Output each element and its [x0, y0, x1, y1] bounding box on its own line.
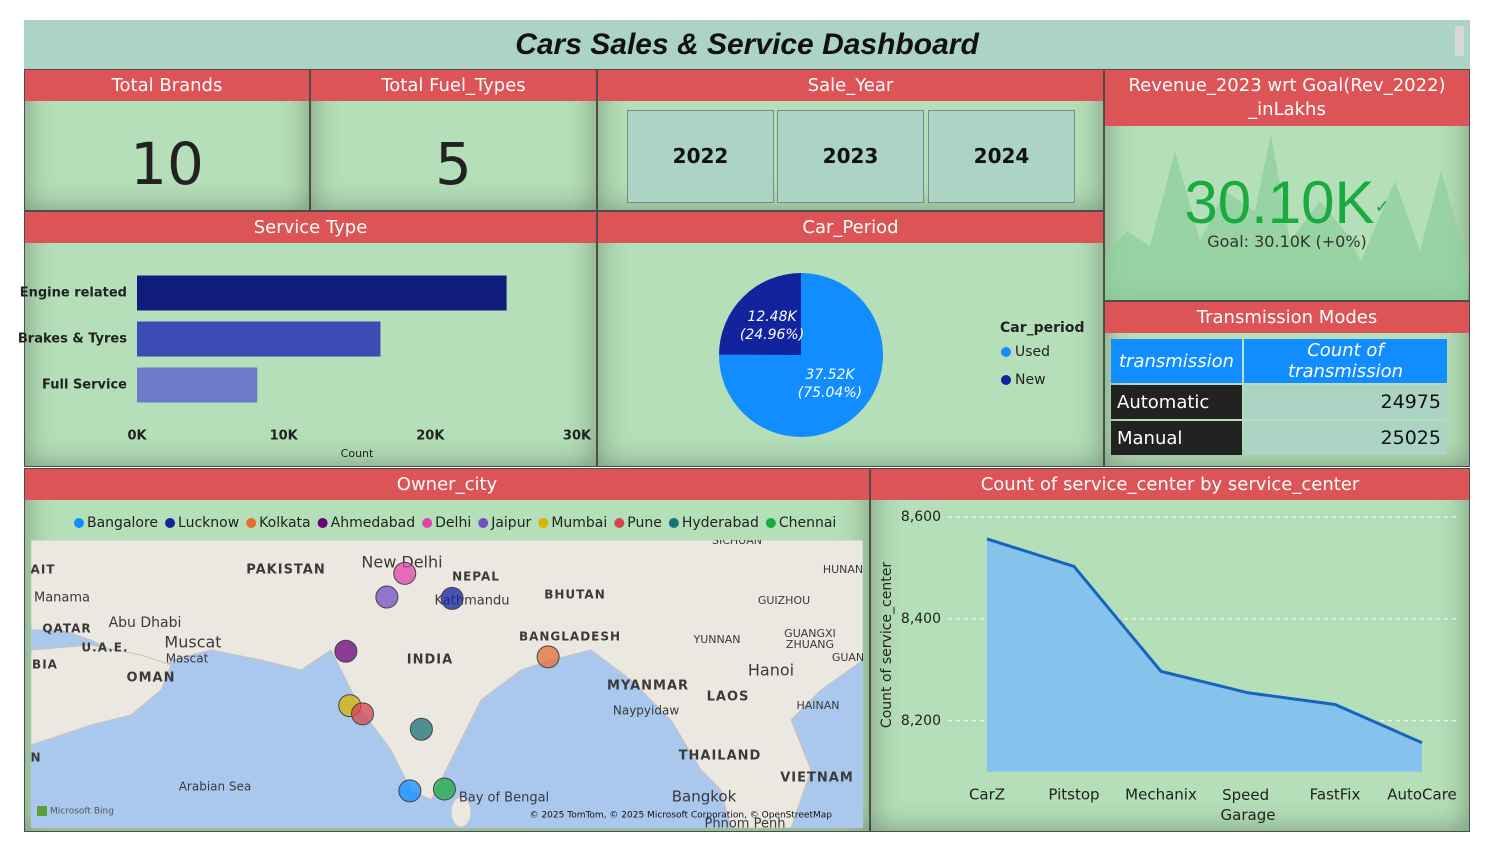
transmission-table: transmission Count of transmission Autom… [1109, 337, 1449, 457]
column-header: transmission [1111, 339, 1242, 383]
chart-header: Count of service_center by service_cente… [871, 469, 1469, 500]
slicer-panel: Sale_Year 2022 2023 2024 [597, 69, 1104, 211]
slicer-option[interactable]: 2022 [627, 110, 774, 203]
kpi-title-line: _inLakhs [1248, 99, 1326, 120]
title-bar: Cars Sales & Service Dashboard [24, 20, 1470, 69]
area-panel: Count of service_center by service_cente… [870, 468, 1470, 832]
slicer-option[interactable]: 2023 [777, 110, 924, 203]
pie-panel: Car_Period [597, 211, 1104, 467]
card-header: Total Fuel_Types [311, 70, 596, 101]
kpi-header: Revenue_2023 wrt Goal(Rev_2022) _inLakhs [1105, 70, 1469, 126]
table-head-row: transmission Count of transmission [1111, 339, 1447, 383]
dashboard-title: Cars Sales & Service Dashboard [515, 28, 979, 61]
kpi-check-icon: ✓ [1374, 196, 1390, 217]
chart-header: Car_Period [598, 212, 1103, 243]
table-cell: Automatic [1111, 385, 1242, 419]
slicer-option[interactable]: 2024 [928, 110, 1075, 203]
column-header: Count of transmission [1244, 339, 1447, 383]
card-value: 10 [130, 130, 204, 198]
table-cell: 25025 [1244, 421, 1447, 455]
table-cell: Manual [1111, 421, 1242, 455]
chart-header: Service Type [25, 212, 596, 243]
kpi-background [1105, 134, 1467, 300]
bar-panel: Service Type [24, 211, 597, 467]
kpi-title-line: Revenue_2023 wrt Goal(Rev_2022) [1128, 75, 1446, 96]
table-cell: 24975 [1244, 385, 1447, 419]
card-panel: Total Brands 10 [24, 69, 310, 211]
table-row: Automatic 24975 [1111, 385, 1447, 419]
table-header: Transmission Modes [1105, 302, 1469, 333]
card-header: Total Brands [25, 70, 309, 101]
chart-header: Owner_city [25, 469, 869, 500]
card-panel: Total Fuel_Types 5 [310, 69, 597, 211]
card-value: 5 [435, 130, 472, 198]
table-row: Manual 25025 [1111, 421, 1447, 455]
slicer-header: Sale_Year [598, 70, 1103, 101]
trend-decoration [1105, 134, 1467, 300]
kpi-panel: Revenue_2023 wrt Goal(Rev_2022) _inLakhs… [1104, 69, 1470, 301]
kpi-value-row: 30.10K✓ [1105, 168, 1469, 237]
table-panel: Transmission Modes transmission Count of… [1104, 301, 1470, 467]
kpi-value: 30.10K [1184, 169, 1375, 236]
kpi-goal: Goal: 30.10K (+0%) [1207, 232, 1367, 251]
scrollbar-thumb [1455, 26, 1464, 56]
map-panel: Owner_city [24, 468, 870, 832]
